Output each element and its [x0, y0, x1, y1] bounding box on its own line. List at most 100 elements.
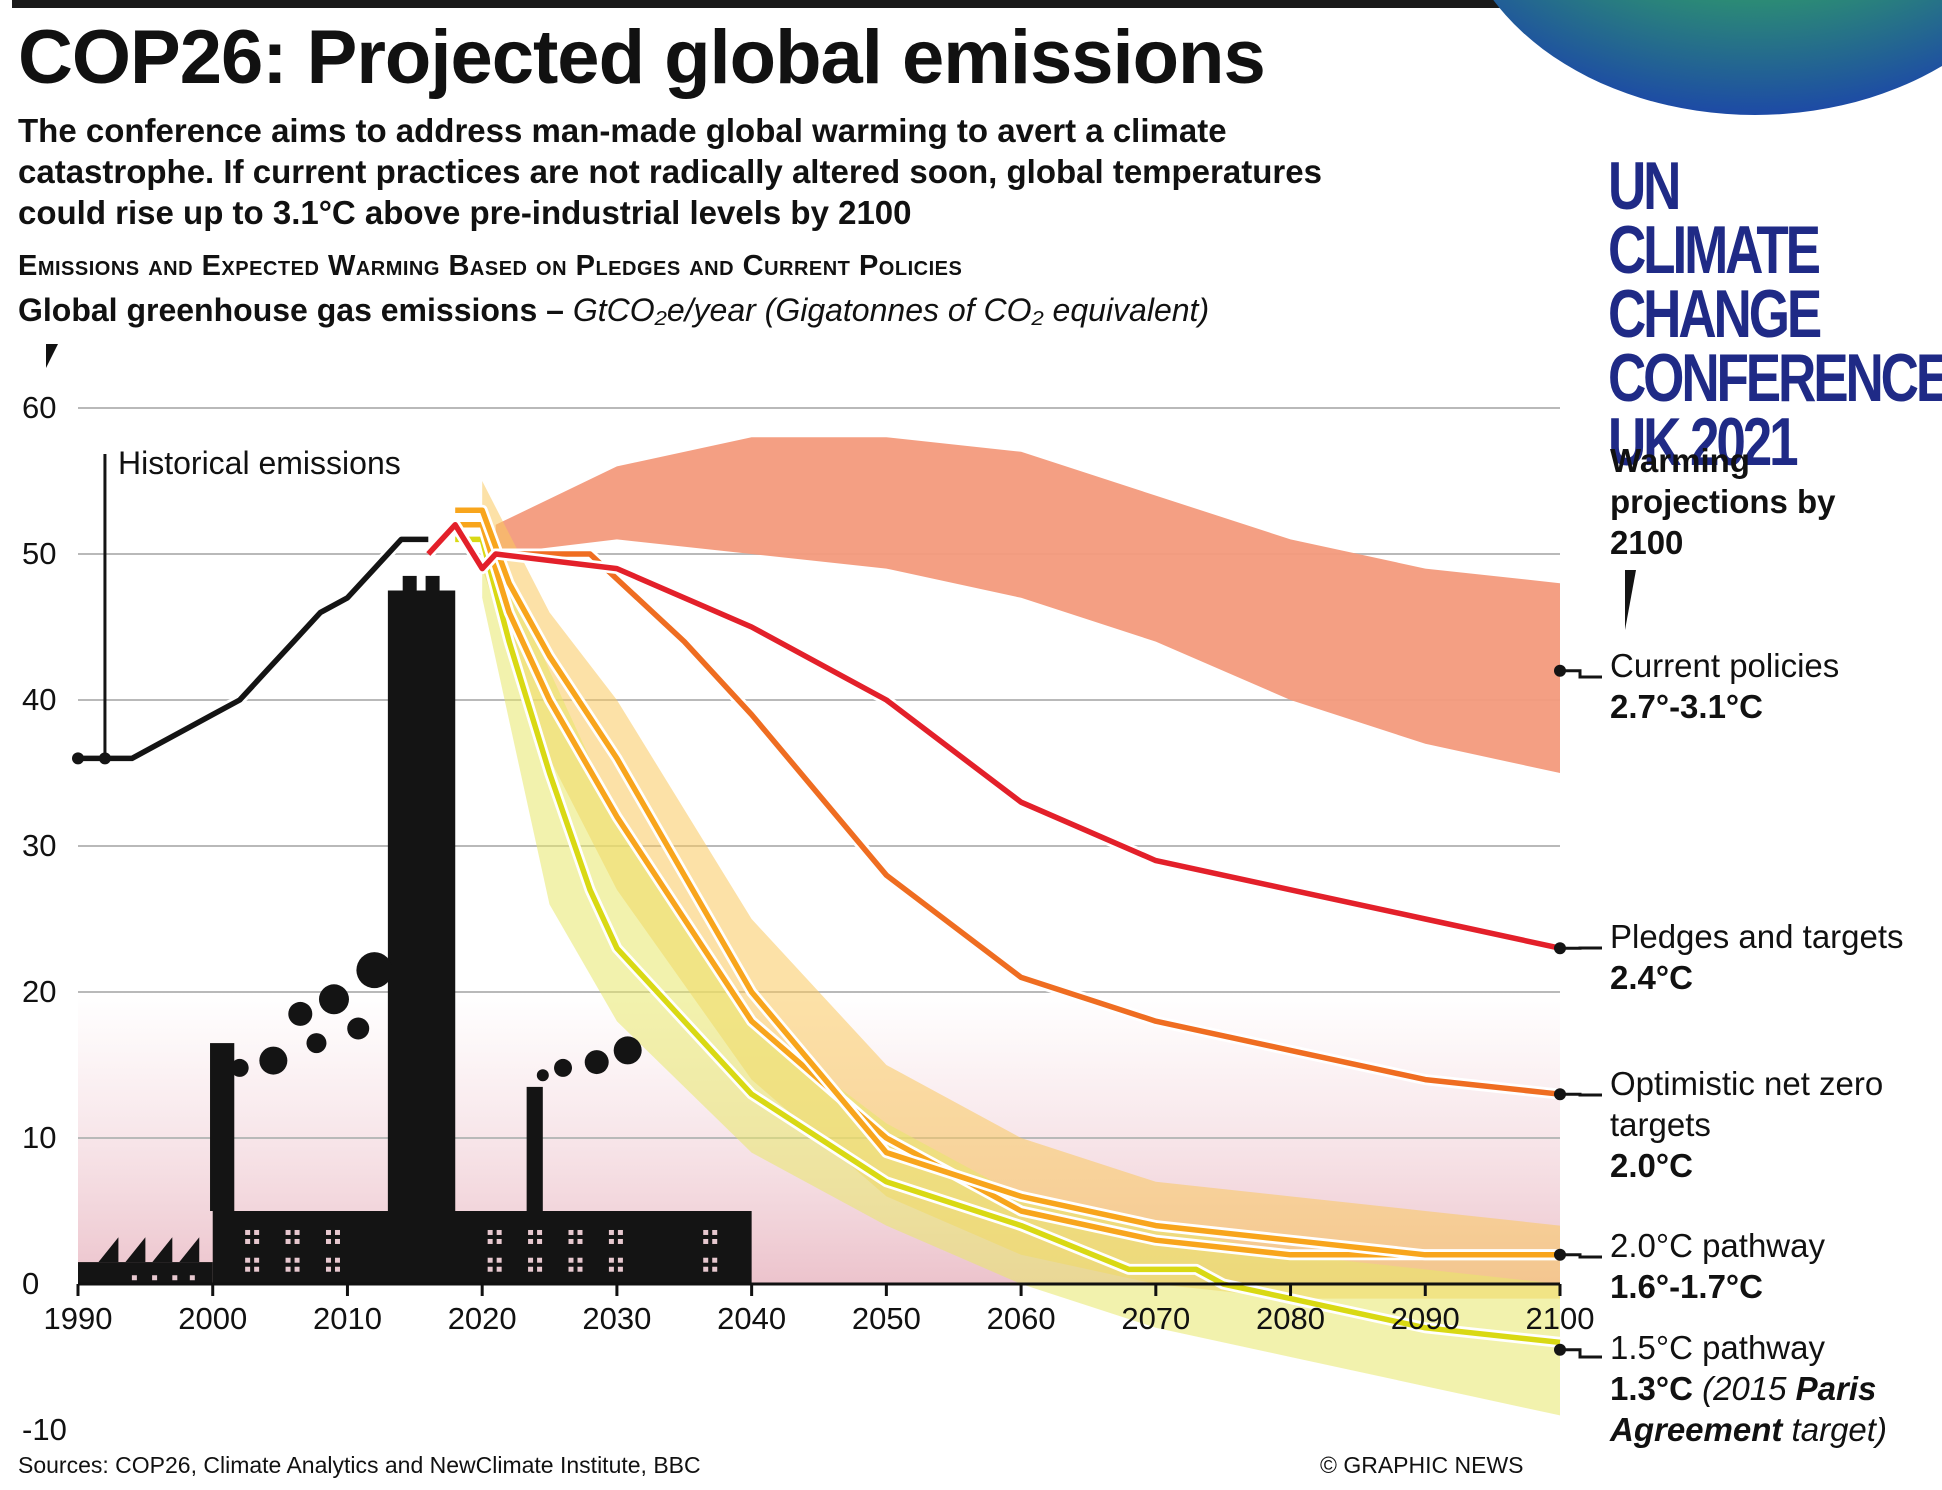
x-tick-label: 2040 — [717, 1301, 786, 1336]
range-band — [482, 510, 1561, 1416]
factory-window — [712, 1238, 718, 1244]
sources: Sources: COP26, Climate Analytics and Ne… — [18, 1452, 701, 1478]
credit: © GRAPHIC NEWS — [1320, 1452, 1524, 1478]
legend-value: 2.4°C — [1610, 959, 1693, 996]
series-line — [426, 522, 1561, 951]
chimney-tall-cap — [425, 575, 440, 596]
smoke-puff — [306, 1033, 327, 1054]
label-leader-line — [1560, 1348, 1602, 1359]
factory-window — [537, 1238, 543, 1244]
sawtooth-roof — [152, 1237, 173, 1263]
factory-silhouette — [78, 575, 752, 1284]
factory-window — [703, 1238, 709, 1244]
factory-window — [245, 1257, 251, 1263]
x-tick-label: 2000 — [178, 1301, 247, 1336]
factory-window — [608, 1257, 614, 1263]
legend-note: (2015 Paris Agreement target) — [1610, 1370, 1887, 1448]
factory-main-building — [212, 1211, 752, 1284]
legend-name: Optimistic net zero targets — [1610, 1065, 1884, 1143]
factory-window — [703, 1229, 709, 1235]
page-title: COP26: Projected global emissions — [18, 15, 1266, 100]
legend-2c-pathway: 2.0°C pathway 1.6°-1.7°C — [1610, 1225, 1940, 1307]
factory-window — [294, 1229, 300, 1235]
legend-heading: Warming projections by 2100 — [1610, 442, 1836, 561]
legend-name: 1.5°C pathway — [1610, 1329, 1825, 1366]
factory-window — [294, 1266, 300, 1272]
smoke-puff — [259, 1046, 288, 1075]
logo-line-1: UN CLIMATE — [1608, 148, 1821, 288]
factory-window — [487, 1257, 493, 1263]
legend-arrow — [1625, 570, 1636, 630]
x-tick-label: 2080 — [1256, 1301, 1325, 1336]
factory-window — [703, 1257, 709, 1263]
chimney-tall — [387, 590, 456, 1211]
legend-name: Current policies — [1610, 647, 1840, 684]
factory-window — [703, 1266, 709, 1272]
historical-label: Historical emissions — [118, 445, 401, 481]
smoke-puff — [356, 952, 393, 989]
legend-value: 1.3°C — [1610, 1370, 1693, 1407]
factory-window — [712, 1266, 718, 1272]
factory-low-building — [78, 1262, 213, 1284]
factory-window — [577, 1266, 583, 1272]
factory-window — [285, 1257, 291, 1263]
x-tick-label: 2010 — [313, 1301, 382, 1336]
historical-line — [78, 536, 429, 762]
factory-window — [608, 1238, 614, 1244]
legend-name: 2.0°C pathway — [1610, 1227, 1825, 1264]
factory-window — [496, 1229, 502, 1235]
smoke-puff — [230, 1058, 249, 1077]
chimney-left — [210, 1043, 235, 1211]
factory-window — [285, 1238, 291, 1244]
chimney-tall-cap — [402, 575, 417, 596]
factory-window — [334, 1266, 340, 1272]
legend-value: 2.0°C — [1610, 1147, 1693, 1184]
units-bold: Global greenhouse gas emissions – — [18, 292, 564, 328]
y-tick-label: 20 — [22, 974, 56, 1009]
factory-window — [617, 1229, 623, 1235]
y-tick-label: -10 — [22, 1412, 67, 1447]
factory-window — [537, 1257, 543, 1263]
series-line — [455, 507, 1560, 1258]
factory-window — [617, 1238, 623, 1244]
factory-window — [294, 1238, 300, 1244]
legend-current-policies: Current policies 2.7°-3.1°C — [1610, 645, 1940, 727]
x-tick-label: 2100 — [1526, 1301, 1595, 1336]
factory-window — [496, 1266, 502, 1272]
factory-window — [537, 1229, 543, 1235]
legend-pledges: Pledges and targets 2.4°C — [1610, 916, 1940, 998]
label-leader-line — [1560, 1253, 1602, 1259]
factory-window — [325, 1257, 331, 1263]
y-tick-label: 10 — [22, 1120, 56, 1155]
factory-window — [325, 1229, 331, 1235]
smoke-puff — [347, 1017, 370, 1040]
y-tick-label: 0 — [22, 1266, 39, 1301]
factory-window — [254, 1257, 260, 1263]
page-subtitle: The conference aims to address man-made … — [18, 112, 1322, 231]
y-axis-marker — [46, 344, 58, 368]
sawtooth-roof — [125, 1237, 146, 1263]
chimney-right — [526, 1086, 543, 1211]
factory-window — [285, 1229, 291, 1235]
factory-window — [254, 1229, 260, 1235]
smoke-puff — [613, 1036, 642, 1065]
y-tick-label: 30 — [22, 828, 56, 863]
logo-line-3: CONFERENCE — [1608, 340, 1942, 416]
factory-window — [608, 1266, 614, 1272]
x-tick-label: 2030 — [582, 1301, 651, 1336]
factory-window — [245, 1238, 251, 1244]
factory-window — [172, 1275, 178, 1281]
factory-window — [487, 1229, 493, 1235]
units-italic: GtCO₂e/year (Gigatonnes of CO₂ equivalen… — [572, 292, 1210, 328]
factory-window — [334, 1229, 340, 1235]
x-tick-label: 2070 — [1121, 1301, 1190, 1336]
x-tick-label: 2090 — [1391, 1301, 1460, 1336]
factory-window — [325, 1238, 331, 1244]
factory-window — [608, 1229, 614, 1235]
factory-window — [528, 1229, 534, 1235]
factory-window — [577, 1229, 583, 1235]
label-leader-line — [1560, 669, 1602, 679]
factory-window — [568, 1238, 574, 1244]
factory-window — [712, 1257, 718, 1263]
